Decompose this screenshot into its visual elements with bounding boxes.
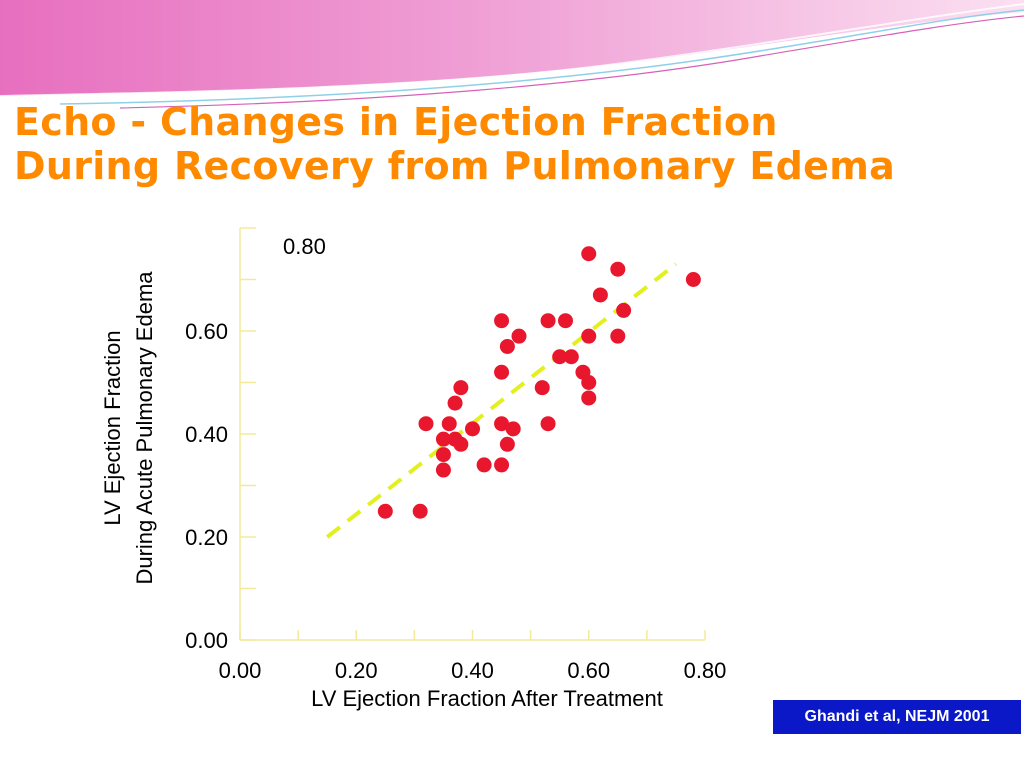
data-point — [581, 328, 597, 344]
x-tick-label: 0.00 — [219, 658, 262, 683]
y-axis-label-line: During Acute Pulmonary Edema — [132, 271, 157, 585]
y-tick-label: 0.60 — [185, 319, 228, 344]
data-point — [494, 416, 510, 432]
slide-title-line-2: During Recovery from Pulmonary Edema — [14, 144, 896, 188]
data-point — [540, 313, 556, 329]
x-tick-label: 0.20 — [335, 658, 378, 683]
data-point — [581, 246, 597, 262]
data-point — [540, 416, 556, 432]
citation-badge: Ghandi et al, NEJM 2001 — [773, 700, 1021, 734]
data-point — [494, 364, 510, 380]
y-tick-label: 0.80 — [283, 234, 326, 259]
data-point — [581, 390, 597, 406]
data-point — [563, 349, 579, 365]
x-tick-label: 0.40 — [451, 658, 494, 683]
data-point — [610, 261, 626, 277]
data-point — [505, 421, 521, 437]
data-point — [494, 457, 510, 473]
x-tick-label: 0.80 — [684, 658, 727, 683]
data-point — [435, 462, 451, 478]
data-point — [412, 503, 428, 519]
slide-title-line-1: Echo - Changes in Ejection Fraction — [14, 100, 778, 144]
data-point — [558, 313, 573, 329]
data-point — [610, 328, 626, 344]
decorative-banner — [0, 0, 1024, 109]
x-tick-label: 0.60 — [567, 658, 610, 683]
data-point — [552, 349, 568, 365]
data-point — [511, 328, 527, 344]
data-point — [447, 395, 463, 411]
data-point — [453, 436, 469, 452]
data-point — [534, 380, 550, 396]
data-point — [476, 457, 492, 473]
y-tick-label: 0.00 — [185, 628, 228, 653]
data-point — [453, 380, 469, 396]
data-point — [465, 421, 480, 437]
data-point — [441, 416, 457, 432]
data-point — [581, 375, 597, 390]
data-point — [435, 431, 451, 447]
y-axis-label-line: LV Ejection Fraction — [100, 330, 125, 525]
data-point — [435, 447, 451, 463]
slide-title: Echo - Changes in Ejection Fraction Duri… — [14, 100, 895, 188]
data-point — [418, 416, 434, 432]
data-point — [499, 338, 515, 354]
data-point — [494, 313, 510, 329]
data-point — [377, 503, 393, 519]
data-point — [616, 302, 632, 318]
data-point — [685, 272, 701, 287]
data-point — [499, 436, 515, 452]
y-tick-label: 0.40 — [185, 422, 228, 447]
x-axis-label: LV Ejection Fraction After Treatment — [311, 686, 663, 711]
data-point — [592, 287, 608, 303]
y-tick-label: 0.20 — [185, 525, 228, 550]
